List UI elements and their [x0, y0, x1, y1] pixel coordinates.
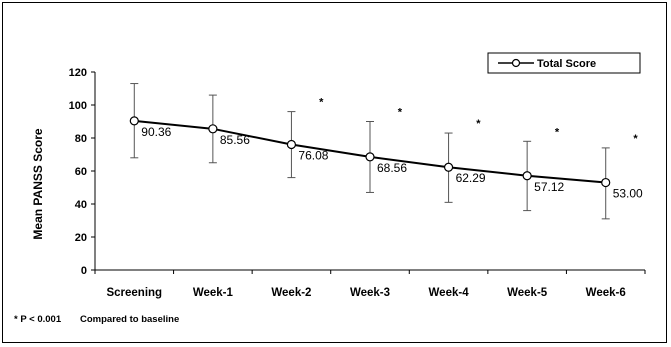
- data-label: 76.08: [298, 148, 328, 162]
- data-label: 62.29: [456, 171, 486, 185]
- x-tick-label: Week-6: [586, 287, 626, 299]
- y-tick-label: 120: [69, 67, 87, 79]
- y-axis-label: Mean PANSS Score: [31, 128, 45, 239]
- data-point: [522, 171, 532, 181]
- data-label: 90.36: [141, 125, 171, 139]
- data-point: [208, 124, 218, 134]
- x-tick-label: Week-3: [350, 287, 390, 299]
- x-tick-label: Week-2: [271, 287, 311, 299]
- y-tick-label: 0: [81, 265, 87, 277]
- y-tick-label: 20: [75, 232, 87, 244]
- data-label: 53.00: [613, 187, 643, 201]
- significance-marker: *: [476, 118, 481, 130]
- data-point: [365, 152, 375, 162]
- data-point: [129, 116, 139, 126]
- legend-entry-total-score: Total Score: [537, 58, 596, 70]
- significance-marker: *: [319, 97, 324, 109]
- significance-marker: *: [555, 126, 560, 138]
- legend-box: [487, 52, 641, 74]
- footnote-marker: * P < 0.001: [14, 314, 62, 325]
- legend: Total Score: [487, 52, 641, 74]
- data-label: 68.56: [377, 161, 407, 175]
- data-point: [601, 177, 611, 188]
- significance-marker: *: [398, 107, 403, 119]
- legend-marker-sample: [511, 58, 521, 68]
- x-tick-label: Week-4: [429, 287, 470, 299]
- significance-marker: *: [633, 133, 638, 145]
- y-tick-label: 40: [75, 199, 87, 211]
- data-label: 57.12: [534, 180, 564, 194]
- y-tick-label: 100: [69, 100, 87, 112]
- data-label: 85.56: [220, 133, 250, 147]
- data-point: [286, 139, 297, 150]
- x-tick-label: Screening: [106, 287, 162, 299]
- x-tick-label: Week-1: [193, 287, 234, 299]
- x-tick-label: Week-5: [507, 287, 548, 299]
- y-tick-label: 60: [75, 166, 87, 178]
- footnote-text: Compared to baseline: [80, 314, 179, 325]
- data-point: [443, 162, 454, 172]
- y-tick-label: 80: [75, 133, 87, 145]
